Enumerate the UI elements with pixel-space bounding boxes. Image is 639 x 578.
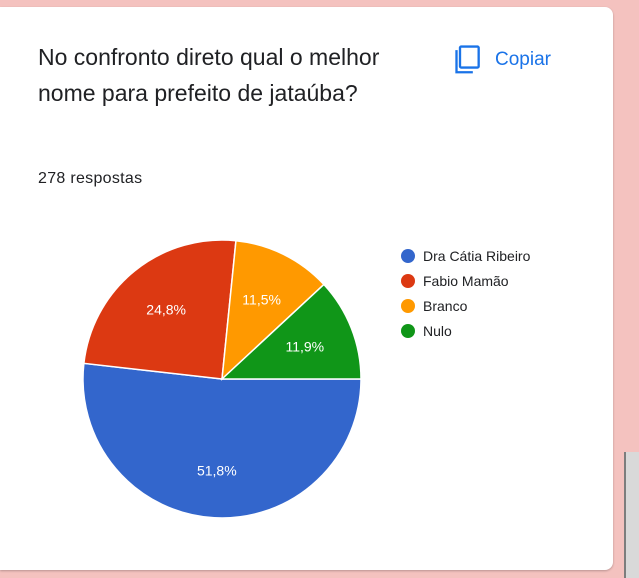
pie-chart: 51,8% 24,8% 11,5% 11,9%: [82, 239, 362, 519]
copy-chart-button[interactable]: Copiar: [453, 43, 551, 77]
legend-label: Branco: [423, 297, 468, 314]
scrollbar[interactable]: [624, 452, 639, 578]
legend-label: Fabio Mamão: [423, 272, 509, 289]
response-count: 278 respostas: [38, 170, 143, 187]
pie-label-branco: 11,5%: [242, 291, 281, 307]
legend-item-dra-catia-ribeiro[interactable]: Dra Cátia Ribeiro: [401, 243, 530, 268]
question-title: No confronto direto qual o melhor nome p…: [38, 44, 380, 106]
legend-item-branco[interactable]: Branco: [401, 293, 530, 318]
pie-label-nulo: 11,9%: [285, 339, 324, 355]
legend-item-fabio-mamao[interactable]: Fabio Mamão: [401, 268, 530, 293]
pie-slice-nulo[interactable]: [220, 283, 362, 380]
pie-slice-dra-catia-ribeiro[interactable]: [82, 362, 362, 519]
legend-swatch: [401, 323, 415, 338]
pie-label-fabio-mamao: 24,8%: [146, 302, 186, 318]
legend-swatch: [401, 298, 415, 313]
legend-label: Dra Cátia Ribeiro: [423, 247, 531, 264]
response-summary-card: No confronto direto qual o melhor nome p…: [0, 7, 613, 570]
pie-label-dra-catia-ribeiro: 51,8%: [197, 463, 237, 479]
legend-item-nulo[interactable]: Nulo: [401, 318, 530, 343]
pie-slice-branco[interactable]: [221, 239, 325, 381]
legend-swatch: [401, 248, 415, 263]
legend-label: Nulo: [423, 322, 452, 339]
legend-swatch: [401, 273, 415, 288]
chart-legend: Dra Cátia Ribeiro Fabio Mamão Branco Nulo: [401, 243, 530, 343]
pie-slice-fabio-mamao[interactable]: [83, 239, 237, 380]
copy-label: Copiar: [495, 49, 551, 70]
copy-icon: [453, 44, 481, 76]
